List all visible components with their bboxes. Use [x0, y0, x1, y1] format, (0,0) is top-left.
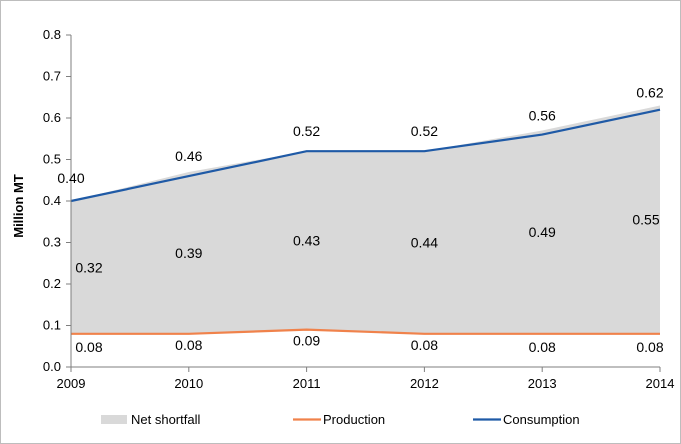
- x-tick-label: 2014: [646, 376, 675, 391]
- production-data-label: 0.09: [293, 333, 320, 349]
- x-tick-label: 2012: [410, 376, 439, 391]
- y-tick-label: 0.6: [43, 110, 61, 125]
- production-data-label: 0.08: [411, 337, 438, 353]
- line-layer: [70, 108, 661, 335]
- x-tick-label: 2010: [174, 376, 203, 391]
- y-tick-label: 0.3: [43, 235, 61, 250]
- y-tick-label: 0.2: [43, 276, 61, 291]
- y-tick-label: 0.5: [43, 152, 61, 167]
- consumption-data-label: 0.62: [636, 85, 663, 101]
- y-tick-label: 0.8: [43, 27, 61, 42]
- y-tick-label: 0.1: [43, 318, 61, 333]
- production-data-label: 0.08: [636, 339, 663, 355]
- x-tick-label: 2009: [57, 376, 86, 391]
- data-label-layer: 0.40 0.46 0.52 0.52 0.56 0.62 0.32 0.39 0.43 0.44…: [57, 85, 663, 355]
- axis-layer: 0.0 0.1 0.2 0.3 0.4 0.5 0.6 0.7 0.8 2009 2010 2011 2…: [43, 27, 675, 391]
- net-shortfall-area: [71, 105, 660, 334]
- net-shortfall-data-label: 0.49: [529, 224, 556, 240]
- net-shortfall-data-label: 0.32: [75, 259, 102, 275]
- production-data-label: 0.08: [529, 339, 556, 355]
- consumption-data-label: 0.40: [57, 170, 84, 186]
- y-tick-label: 0.4: [43, 193, 61, 208]
- legend: Net shortfall Production Consumption: [101, 412, 580, 427]
- net-shortfall-data-label: 0.55: [632, 212, 659, 228]
- y-tick-label: 0.0: [43, 359, 61, 374]
- x-tick-label: 2013: [528, 376, 557, 391]
- net-shortfall-data-label: 0.43: [293, 232, 320, 248]
- y-tick-label: 0.7: [43, 69, 61, 84]
- consumption-line: [70, 108, 661, 203]
- production-data-label: 0.08: [175, 337, 202, 353]
- area-layer: [71, 105, 660, 334]
- y-axis-title: Million MT: [11, 174, 26, 238]
- consumption-data-label: 0.46: [175, 148, 202, 164]
- net-shortfall-data-label: 0.44: [411, 235, 438, 251]
- legend-label-net-shortfall: Net shortfall: [131, 412, 200, 427]
- consumption-data-label: 0.56: [529, 108, 556, 124]
- consumption-data-label: 0.52: [411, 123, 438, 139]
- legend-swatch-net-shortfall: [101, 415, 127, 424]
- x-tick-label: 2011: [293, 376, 321, 391]
- production-data-label: 0.08: [75, 339, 102, 355]
- production-line: [71, 328, 660, 335]
- legend-label-production: Production: [323, 412, 385, 427]
- net-shortfall-data-label: 0.39: [175, 245, 202, 261]
- consumption-data-label: 0.52: [293, 123, 320, 139]
- legend-label-consumption: Consumption: [503, 412, 580, 427]
